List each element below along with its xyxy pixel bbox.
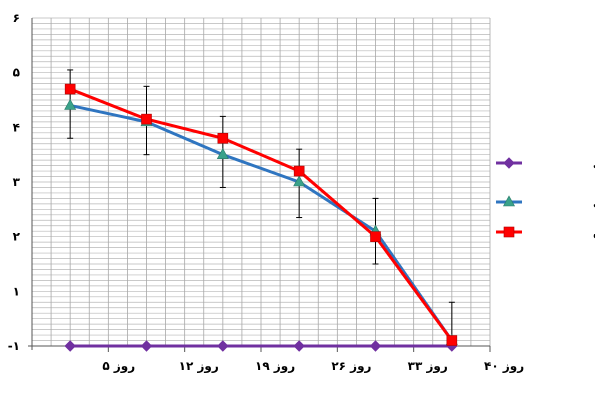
legend-label: کنترل منفی xyxy=(593,157,595,170)
x-tick-label: روز ۲۶ xyxy=(331,359,371,374)
series-markers xyxy=(64,83,458,352)
x-tick-label: روز ۱۲ xyxy=(179,359,219,374)
x-tick-label: روز ۴۰ xyxy=(484,359,524,374)
x-tick-label: روز ۱۹ xyxy=(255,359,295,374)
y-tick-label: ۶ xyxy=(13,11,20,25)
data-point xyxy=(293,340,305,352)
data-point xyxy=(141,113,152,125)
y-tick-label: ۴ xyxy=(13,120,20,134)
series-line xyxy=(69,104,454,342)
data-point xyxy=(446,335,458,346)
y-tick-label: ۳ xyxy=(13,175,21,189)
chart-axes xyxy=(28,18,491,352)
x-tick-label: روز ۳۳ xyxy=(408,359,448,374)
legend-marker xyxy=(503,157,515,169)
legend-marker xyxy=(502,195,516,207)
chart-legend: کنترل منفی کتوکونازول اسانس مرزنجوش xyxy=(496,157,595,239)
series-lines xyxy=(69,87,454,348)
data-point xyxy=(140,340,153,352)
data-point xyxy=(216,148,229,159)
data-point xyxy=(217,340,229,352)
x-axis-tick-labels: روز ۵ روز ۱۲ روز ۱۹ روز ۲۶ روز ۳۳ روز ۴۰ xyxy=(102,359,524,374)
y-tick-label: ۵ xyxy=(13,66,20,80)
data-point xyxy=(64,83,76,95)
x-tick-label: روز ۵ xyxy=(102,359,135,374)
data-point xyxy=(370,231,381,242)
y-axis-tick-labels: -۱ ۱ ۲ ۳ ۴ ۵ ۶ xyxy=(8,11,21,353)
legend-label: کتوکونازول xyxy=(593,196,595,209)
y-tick-label: ۱ xyxy=(13,284,20,298)
data-point xyxy=(293,175,306,187)
data-point xyxy=(217,132,229,144)
legend-marker xyxy=(503,226,515,238)
y-tick-label: -۱ xyxy=(8,339,20,353)
data-point xyxy=(64,98,77,110)
data-point xyxy=(369,340,382,352)
y-tick-label: ۲ xyxy=(13,230,21,244)
data-point xyxy=(64,340,76,352)
chart-grid xyxy=(31,17,491,347)
data-point xyxy=(293,165,305,177)
series-line xyxy=(69,87,454,342)
legend-label: اسانس مرزنجوش xyxy=(593,226,595,239)
